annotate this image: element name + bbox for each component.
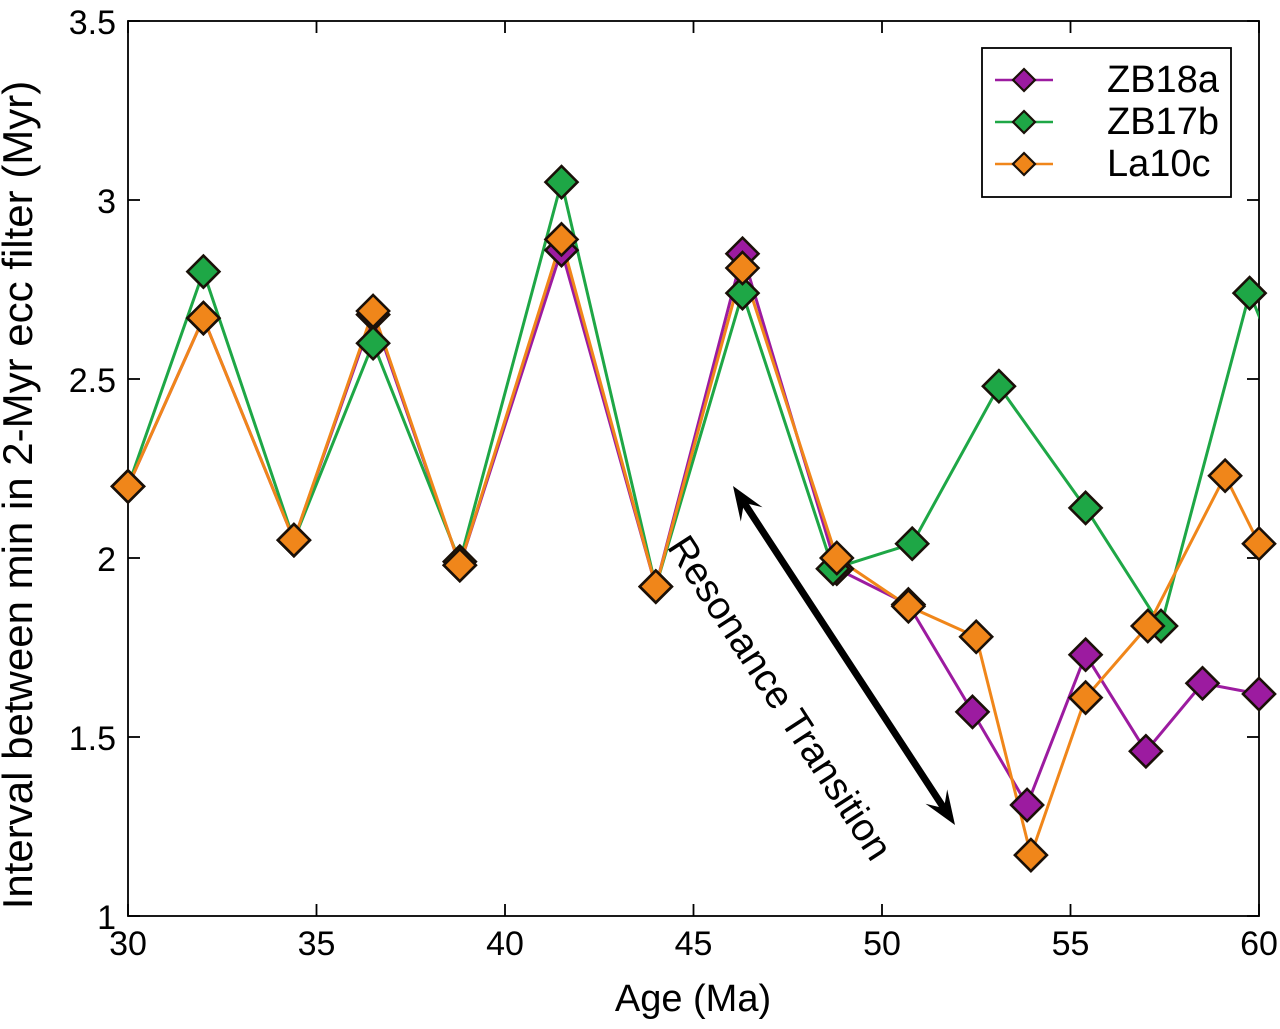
svg-text:ZB18a: ZB18a [1107,59,1220,101]
svg-text:ZB17b: ZB17b [1107,101,1219,143]
svg-text:35: 35 [298,925,336,963]
svg-text:Age (Ma): Age (Ma) [615,978,771,1020]
svg-text:La10c: La10c [1107,143,1211,185]
svg-text:3.5: 3.5 [69,4,116,42]
svg-text:50: 50 [863,925,901,963]
svg-text:55: 55 [1052,925,1090,963]
svg-text:2: 2 [97,541,116,579]
svg-text:Resonance Transition: Resonance Transition [659,528,901,868]
svg-text:40: 40 [486,925,524,963]
svg-text:1: 1 [97,899,116,937]
svg-text:1.5: 1.5 [69,720,116,758]
svg-text:45: 45 [675,925,713,963]
svg-text:2.5: 2.5 [69,362,116,400]
svg-text:Interval between min in 2-Myr: Interval between min in 2-Myr ecc filter… [0,81,41,910]
svg-text:3: 3 [97,183,116,221]
svg-text:60: 60 [1240,925,1278,963]
